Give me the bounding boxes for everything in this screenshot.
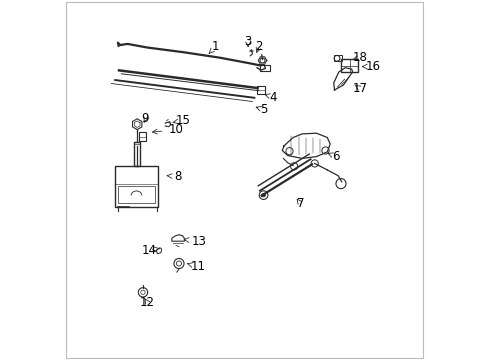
Text: 6: 6 — [327, 150, 339, 163]
Bar — [260, 65, 269, 71]
Bar — [333, 55, 341, 61]
Text: 4: 4 — [264, 91, 277, 104]
Bar — [257, 86, 264, 94]
Text: 15: 15 — [173, 114, 190, 127]
Text: 5: 5 — [256, 103, 267, 116]
Bar — [118, 186, 155, 203]
Polygon shape — [132, 119, 142, 130]
Text: 3: 3 — [244, 35, 251, 48]
Text: 2: 2 — [255, 40, 262, 53]
Bar — [134, 142, 140, 166]
Text: 10: 10 — [152, 123, 183, 136]
Text: 13: 13 — [184, 235, 206, 248]
Text: 1: 1 — [209, 40, 219, 53]
Text: 7: 7 — [296, 197, 304, 210]
Text: 12: 12 — [140, 296, 155, 309]
Text: 17: 17 — [351, 82, 366, 95]
Polygon shape — [171, 235, 184, 241]
Polygon shape — [156, 248, 162, 254]
Bar — [139, 132, 145, 141]
Circle shape — [261, 193, 265, 197]
Text: 11: 11 — [187, 260, 205, 273]
Text: 14: 14 — [142, 244, 159, 257]
Text: 18: 18 — [351, 51, 366, 64]
Bar — [115, 166, 158, 207]
Text: 9: 9 — [142, 112, 149, 125]
Text: 8: 8 — [167, 170, 181, 183]
Text: 16: 16 — [362, 60, 380, 73]
Bar — [340, 59, 358, 72]
